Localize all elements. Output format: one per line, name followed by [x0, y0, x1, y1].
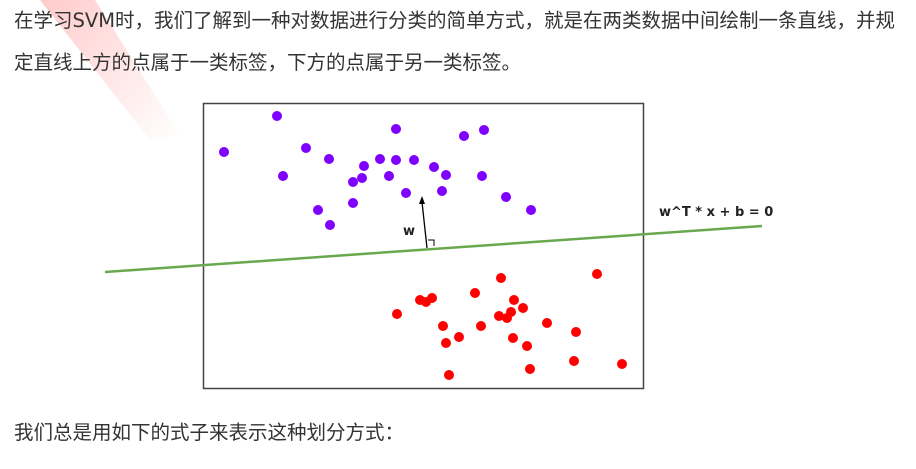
right-angle: [428, 239, 435, 246]
class-a-point: [477, 171, 487, 181]
points: [219, 111, 627, 380]
class-b-point: [441, 338, 451, 348]
class-a-point: [348, 198, 358, 208]
class-a-point: [479, 125, 489, 135]
class-b-point: [470, 288, 480, 298]
class-a-point: [301, 143, 311, 153]
class-b-point: [494, 311, 504, 321]
plot-frame: [202, 102, 645, 390]
normal-vector: [421, 201, 428, 249]
class-b-point: [444, 370, 454, 380]
class-a-point: [401, 188, 411, 198]
class-a-point: [272, 111, 282, 121]
class-b-point: [421, 297, 431, 307]
class-b-point: [542, 318, 552, 328]
class-b-point: [592, 269, 602, 279]
watermark: [40, 0, 180, 140]
class-b-point: [571, 327, 581, 337]
class-a-point: [348, 177, 358, 187]
class-a-point: [324, 154, 334, 164]
class-a-point: [357, 173, 367, 183]
class-a-point: [313, 205, 323, 215]
class-b-point: [438, 321, 448, 331]
class-b-point: [525, 364, 535, 374]
class-a-point: [325, 220, 335, 230]
paragraph: 在学习SVM时，我们了解到一种对数据进行分类的简单方式，就是在两类数据中间绘制一…: [14, 9, 896, 74]
class-a-point: [391, 155, 401, 165]
class-b-point: [506, 307, 516, 317]
class-b-point: [508, 333, 518, 343]
class-a-point: [501, 192, 511, 202]
class-a-point: [459, 131, 469, 141]
class-b-point: [454, 332, 464, 342]
class-b-point: [509, 295, 519, 305]
separating-line: [104, 224, 763, 274]
class-b-point: [476, 321, 486, 331]
arrow-head: [419, 196, 425, 204]
class-b-point: [518, 303, 528, 313]
class-a-point: [278, 171, 288, 181]
class-a-point: [391, 124, 401, 134]
class-a-point: [219, 147, 229, 157]
class-a-point: [441, 170, 451, 180]
class-a-point: [359, 161, 369, 171]
class-a-point: [384, 171, 394, 181]
class-b-point: [392, 309, 402, 319]
class-b-point: [617, 359, 627, 369]
class-b-point: [569, 356, 579, 366]
class-a-point: [437, 186, 447, 196]
paragraph: 我们总是用如下的式子来表示这种划分方式：: [14, 421, 405, 444]
line-label: w^T * x + b = 0: [659, 205, 773, 220]
vector-label: w: [403, 224, 415, 239]
class-a-point: [429, 162, 439, 172]
class-a-point: [375, 154, 385, 164]
class-a-point: [409, 155, 419, 165]
class-b-point: [496, 273, 506, 283]
class-b-point: [522, 341, 532, 351]
class-a-point: [526, 205, 536, 215]
